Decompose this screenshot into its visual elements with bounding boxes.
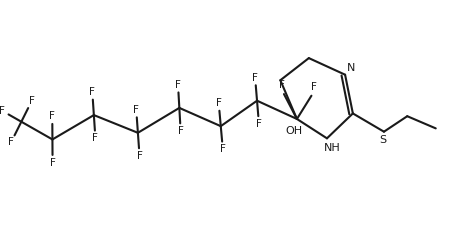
- Text: F: F: [29, 96, 34, 106]
- Text: S: S: [379, 135, 387, 145]
- Text: F: F: [220, 144, 226, 154]
- Text: F: F: [311, 82, 316, 92]
- Text: F: F: [50, 111, 55, 121]
- Text: F: F: [93, 133, 98, 143]
- Text: F: F: [89, 87, 95, 97]
- Text: F: F: [175, 80, 181, 90]
- Text: OH: OH: [286, 126, 303, 136]
- Text: F: F: [136, 151, 143, 161]
- Text: F: F: [216, 98, 222, 108]
- Text: F: F: [178, 126, 184, 136]
- Text: F: F: [8, 137, 14, 147]
- Text: N: N: [347, 63, 355, 73]
- Text: F: F: [50, 158, 56, 168]
- Text: F: F: [279, 80, 286, 90]
- Text: F: F: [252, 72, 258, 83]
- Text: F: F: [133, 105, 139, 115]
- Text: NH: NH: [324, 143, 340, 153]
- Text: F: F: [0, 106, 5, 116]
- Text: F: F: [256, 119, 262, 129]
